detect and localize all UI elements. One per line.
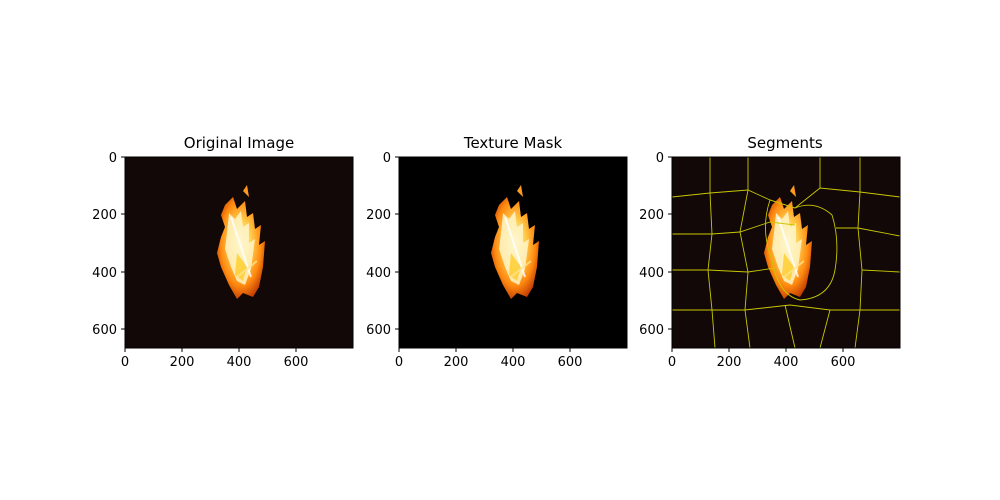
- panel-segments: [671, 156, 901, 349]
- y-tick-label: 400: [92, 266, 117, 281]
- segment-boundaries: [671, 157, 901, 349]
- y-tick-label: 600: [366, 323, 391, 338]
- panel-texture-mask: [398, 156, 628, 349]
- y-tick-label: 200: [92, 208, 117, 223]
- y-tick-label: 0: [109, 151, 117, 166]
- x-tick-label: 600: [831, 355, 856, 370]
- x-tick-label: 200: [444, 355, 469, 370]
- y-tick-label: 200: [366, 208, 391, 223]
- y-tick-label: 200: [639, 208, 664, 223]
- panel-title-texture-mask: Texture Mask: [463, 134, 563, 152]
- y-tick-label: 600: [92, 323, 117, 338]
- tick-labels: 0 200 400 600 0 200 400 600 0 200 400 60…: [92, 151, 855, 370]
- y-tick-label: 0: [383, 151, 391, 166]
- x-tick-label: 400: [501, 355, 526, 370]
- y-tick-label: 400: [366, 266, 391, 281]
- panel-title-segments: Segments: [747, 134, 823, 152]
- x-tick-label: 0: [395, 355, 403, 370]
- panel-original-image: [124, 156, 354, 349]
- panel-title-original: Original Image: [183, 134, 295, 152]
- y-tick-label: 600: [639, 323, 664, 338]
- x-tick-label: 0: [668, 355, 676, 370]
- tick-marks: [121, 156, 844, 352]
- x-tick-label: 600: [558, 355, 583, 370]
- x-tick-label: 400: [774, 355, 799, 370]
- x-tick-label: 0: [121, 355, 129, 370]
- x-tick-label: 400: [227, 355, 252, 370]
- y-tick-label: 0: [656, 151, 664, 166]
- x-tick-label: 200: [717, 355, 742, 370]
- y-tick-label: 400: [639, 266, 664, 281]
- x-tick-label: 200: [170, 355, 195, 370]
- x-tick-label: 600: [284, 355, 309, 370]
